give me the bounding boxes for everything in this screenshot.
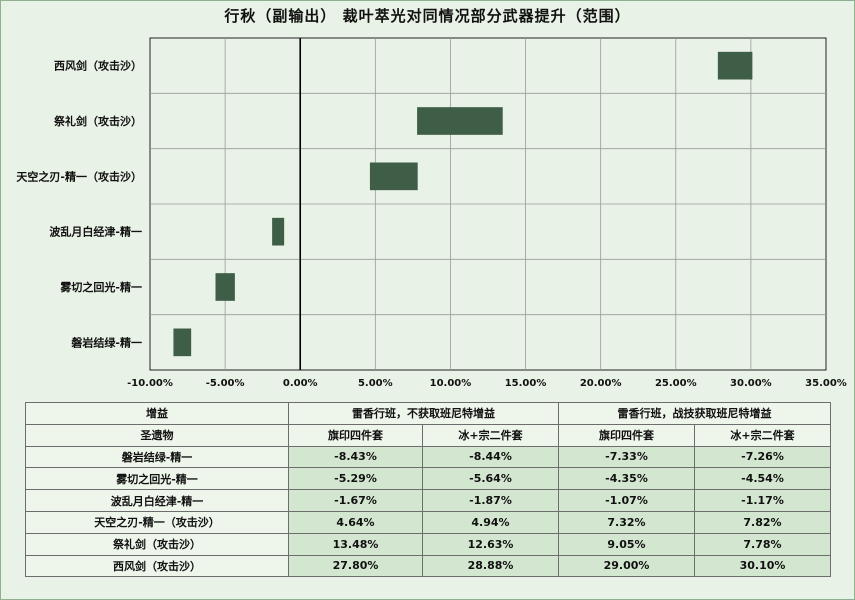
table-cell: -5.29%: [288, 467, 423, 491]
table-header-row-1: 增益 雷香行班，不获取班尼特增益 雷香行班，战技获取班尼特增益: [25, 402, 831, 425]
range-bar: [173, 328, 192, 357]
range-bars: [173, 51, 753, 357]
table-cell: 29.00%: [558, 554, 695, 578]
table-cell: 7.78%: [694, 532, 831, 556]
table-header-row-2: 圣遗物 旗印四件套 冰+宗二件套 旗印四件套 冰+宗二件套: [25, 423, 831, 447]
table-cell: -7.26%: [694, 445, 831, 469]
chart-title: 行秋（副输出） 裁叶萃光对同情况部分武器提升（范围）: [224, 7, 631, 25]
table-cell: 28.88%: [422, 554, 559, 578]
table-cell: -8.44%: [422, 445, 559, 469]
header-col-3: 旗印四件套: [558, 423, 695, 447]
category-label: 天空之刃-精一（攻击沙）: [16, 169, 142, 183]
table-cell: -4.35%: [558, 467, 695, 491]
range-bar: [272, 217, 285, 246]
row-label: 雾切之回光-精一: [25, 467, 289, 491]
header-col-2: 冰+宗二件套: [422, 423, 559, 447]
row-label: 天空之刃-精一（攻击沙）: [25, 510, 289, 534]
header-col-4: 冰+宗二件套: [694, 423, 831, 447]
header-group-with-bennett: 雷香行班，战技获取班尼特增益: [558, 402, 831, 425]
table-cell: -1.17%: [694, 489, 831, 512]
data-table: 增益 雷香行班，不获取班尼特增益 雷香行班，战技获取班尼特增益 圣遗物 旗印四件…: [25, 402, 831, 578]
table-cell: 12.63%: [422, 532, 559, 556]
header-col-1: 旗印四件套: [288, 423, 423, 447]
x-tick-label: -10.00%: [127, 378, 173, 389]
x-tick-label: 20.00%: [580, 378, 622, 389]
table-cell: -8.43%: [288, 445, 423, 469]
range-bar: [369, 162, 418, 191]
table-row: 西风剑（攻击沙） 27.80% 28.88% 29.00% 30.10%: [25, 554, 831, 578]
x-tick-label: 30.00%: [730, 378, 772, 389]
table-cell: 13.48%: [288, 532, 423, 556]
row-label: 波乱月白经津-精一: [25, 489, 289, 512]
x-tick-label: 10.00%: [430, 378, 472, 389]
range-bar-chart: 西风剑（攻击沙） 祭礼剑（攻击沙） 天空之刃-精一（攻击沙） 波乱月白经津-精一雾切之…: [16, 37, 847, 389]
header-artifact: 圣遗物: [25, 423, 289, 447]
x-tick-label: -5.00%: [206, 378, 245, 389]
table-cell: -7.33%: [558, 445, 695, 469]
x-tick-label: 35.00%: [805, 378, 847, 389]
row-label: 祭礼剑（攻击沙）: [25, 532, 289, 556]
horizontal-gridlines: [150, 92, 826, 316]
category-labels: 西风剑（攻击沙） 祭礼剑（攻击沙） 天空之刃-精一（攻击沙） 波乱月白经津-精一雾切之…: [16, 59, 142, 350]
range-bar: [215, 273, 235, 301]
category-label: 祭礼剑（攻击沙）: [53, 114, 142, 128]
x-tick-label: 5.00%: [358, 378, 393, 389]
table-cell: -1.67%: [288, 489, 423, 512]
category-label: 波乱月白经津-精一: [49, 225, 142, 239]
table-row: 磐岩结绿-精一 -8.43% -8.44% -7.33% -7.26%: [25, 445, 831, 469]
table-row: 祭礼剑（攻击沙） 13.48% 12.63% 9.05% 7.78%: [25, 532, 831, 556]
table-row: 雾切之回光-精一 -5.29% -5.64% -4.35% -4.54%: [25, 467, 831, 491]
table-cell: 30.10%: [694, 554, 831, 578]
range-bar: [717, 51, 753, 80]
header-gain: 增益: [25, 402, 289, 425]
table-row: 波乱月白经津-精一 -1.67% -1.87% -1.07% -1.17%: [25, 489, 831, 512]
table-cell: -4.54%: [694, 467, 831, 491]
table-cell: 7.82%: [694, 510, 831, 534]
table-cell: 9.05%: [558, 532, 695, 556]
category-label: 西风剑（攻击沙）: [54, 59, 142, 73]
table-cell: -1.07%: [558, 489, 695, 512]
table-cell: 7.32%: [558, 510, 695, 534]
range-bar: [417, 107, 503, 135]
x-tick-label: 0.00%: [283, 378, 318, 389]
header-group-no-bennett: 雷香行班，不获取班尼特增益: [288, 402, 559, 425]
x-tick-labels: -10.00% -5.00% 0.00% 5.00% 10.00% 15.00% 20.00…: [127, 378, 847, 389]
category-label: 雾切之回光-精一: [59, 280, 142, 294]
x-tick-label: 15.00%: [505, 378, 547, 389]
category-label: 磐岩结绿-精一: [71, 335, 142, 349]
row-label: 西风剑（攻击沙）: [25, 554, 289, 578]
table-cell: -1.87%: [422, 489, 559, 512]
table-cell: 27.80%: [288, 554, 423, 578]
table-cell: -5.64%: [422, 467, 559, 491]
row-label: 磐岩结绿-精一: [25, 445, 289, 469]
table-cell: 4.64%: [288, 510, 423, 534]
table-row: 天空之刃-精一（攻击沙） 4.64% 4.94% 7.32% 7.82%: [25, 510, 831, 534]
table-cell: 4.94%: [422, 510, 559, 534]
x-tick-label: 25.00%: [655, 378, 697, 389]
